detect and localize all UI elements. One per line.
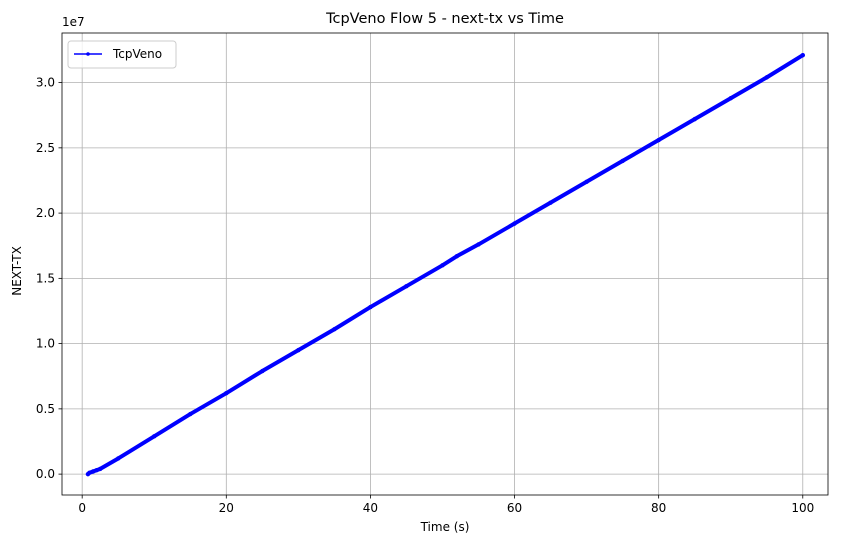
y-axis-offset-label: 1e7 — [62, 15, 85, 29]
data-point — [188, 411, 193, 417]
data-point — [332, 327, 337, 332]
data-point — [404, 283, 409, 289]
x-tick-label: 20 — [219, 501, 234, 515]
data-point — [94, 468, 99, 473]
data-point — [97, 466, 103, 472]
data-point — [548, 200, 553, 205]
data-point — [512, 221, 517, 226]
legend: TcpVeno — [67, 40, 177, 69]
y-axis-label: NEXT-TX — [10, 246, 24, 296]
data-point — [87, 470, 92, 476]
data-point — [260, 368, 265, 374]
data-point — [620, 158, 625, 164]
data-point — [692, 116, 697, 122]
x-tick-label: 60 — [507, 501, 522, 515]
data-point — [368, 304, 373, 310]
legend-box — [67, 40, 177, 69]
x-tick-label: 100 — [791, 501, 814, 515]
y-tick-label: 1.5 — [36, 271, 55, 285]
y-tick-label: 0.0 — [36, 467, 55, 481]
series-line-tcpveno — [85, 53, 805, 477]
data-point — [296, 347, 301, 353]
x-tick-label: 80 — [651, 501, 666, 515]
grid-layer — [62, 33, 828, 495]
x-tick-label: 40 — [363, 501, 378, 515]
y-tick-label: 2.5 — [36, 141, 55, 155]
data-point — [476, 242, 481, 247]
chart-title: TcpVeno Flow 5 - next-tx vs Time — [325, 11, 564, 27]
data-point — [656, 137, 661, 143]
data-point — [764, 75, 769, 80]
data-point — [728, 96, 733, 101]
plot-frame — [61, 32, 829, 496]
x-axis-label: Time (s) — [420, 520, 470, 534]
y-tick-label: 3.0 — [36, 76, 55, 90]
y-tick-label: 1.0 — [36, 337, 55, 351]
data-point — [800, 52, 805, 58]
legend-label: TcpVeno — [112, 47, 162, 61]
ticks-layer: 0 20 40 60 80 100 0.0 0.5 1.0 1.5 2.0 2.5 3.0 — [36, 76, 814, 515]
data-point — [90, 469, 96, 474]
data-point — [584, 179, 589, 184]
axes-layer — [61, 32, 829, 496]
legend-swatch-marker — [86, 52, 90, 56]
series-layer — [85, 52, 805, 477]
data-point — [454, 253, 460, 259]
y-tick-label: 0.5 — [36, 402, 55, 416]
x-tick-label: 0 — [78, 501, 86, 515]
data-point — [152, 434, 157, 439]
data-point — [440, 263, 445, 268]
y-tick-label: 2.0 — [36, 206, 55, 220]
data-point — [224, 391, 229, 396]
data-point — [116, 456, 121, 461]
